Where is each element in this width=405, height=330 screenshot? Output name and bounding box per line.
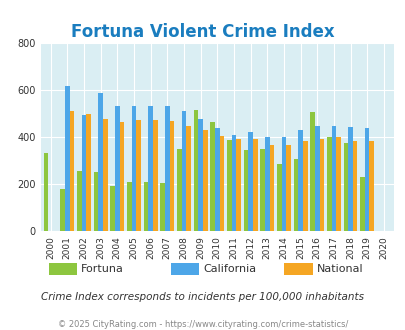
Bar (181, 111, 186, 231)
Bar (364, 128, 369, 231)
Bar (347, 127, 352, 231)
Bar (202, 130, 207, 231)
Bar (110, 185, 115, 231)
Bar (319, 139, 323, 231)
Text: Fortuna Violent Crime Index: Fortuna Violent Crime Index (71, 23, 334, 41)
Bar (43, 153, 48, 231)
Bar (119, 122, 124, 231)
Bar (102, 119, 107, 231)
Bar (77, 171, 81, 231)
Bar (186, 126, 190, 231)
Bar (302, 141, 307, 231)
Bar (369, 141, 373, 231)
Bar (281, 137, 286, 231)
Bar (177, 149, 181, 231)
Bar (286, 145, 290, 231)
Bar (269, 145, 273, 231)
Bar (226, 141, 231, 231)
Bar (210, 122, 214, 231)
Bar (169, 121, 174, 231)
Bar (352, 141, 357, 231)
Bar (164, 106, 169, 231)
Bar (326, 137, 331, 231)
Bar (231, 135, 236, 231)
Bar (148, 106, 153, 231)
Text: © 2025 CityRating.com - https://www.cityrating.com/crime-statistics/: © 2025 CityRating.com - https://www.city… (58, 320, 347, 329)
Bar (214, 128, 219, 231)
Bar (236, 139, 240, 231)
Bar (343, 143, 347, 231)
Bar (193, 110, 198, 231)
Bar (247, 132, 252, 231)
Bar (359, 178, 364, 231)
Bar (98, 93, 102, 231)
Bar (81, 115, 86, 231)
Bar (314, 126, 319, 231)
Bar (293, 159, 297, 231)
Bar (219, 137, 224, 231)
Bar (127, 182, 131, 231)
Bar (93, 172, 98, 231)
Bar (143, 182, 148, 231)
Bar (297, 130, 302, 231)
Bar (136, 120, 141, 231)
Bar (69, 111, 74, 231)
Bar (264, 137, 269, 231)
Text: Crime Index corresponds to incidents per 100,000 inhabitants: Crime Index corresponds to incidents per… (41, 292, 364, 302)
Text: Fortuna: Fortuna (81, 264, 124, 274)
Bar (243, 150, 247, 231)
Bar (160, 183, 164, 231)
Text: California: California (202, 264, 256, 274)
Bar (131, 106, 136, 231)
Bar (60, 189, 65, 231)
Bar (335, 137, 340, 231)
Bar (309, 112, 314, 231)
Bar (331, 126, 335, 231)
Text: National: National (316, 264, 362, 274)
Bar (153, 120, 157, 231)
Bar (260, 149, 264, 231)
Bar (276, 164, 281, 231)
Bar (115, 106, 119, 231)
Bar (86, 114, 91, 231)
Bar (198, 119, 202, 231)
Bar (252, 139, 257, 231)
Bar (65, 86, 69, 231)
